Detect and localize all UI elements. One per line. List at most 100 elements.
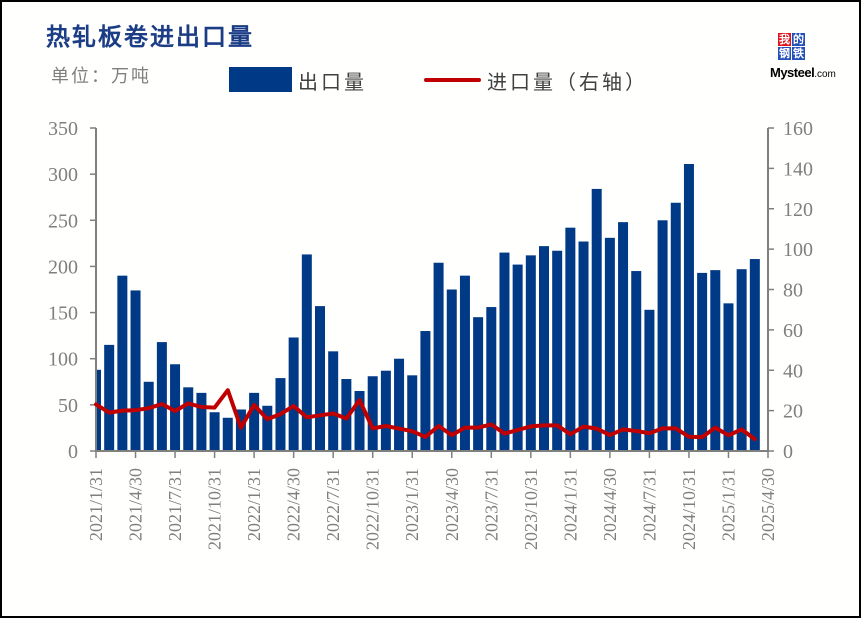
bar <box>156 342 167 451</box>
line-point <box>464 427 466 429</box>
bar <box>565 227 576 451</box>
bar <box>552 250 563 451</box>
x-tick-label: 2025/1/31 <box>718 468 738 541</box>
bar <box>288 337 299 451</box>
bar <box>380 370 391 451</box>
line-point <box>701 436 703 438</box>
left-tick-label: 50 <box>58 395 78 417</box>
logo-brand: Mysteel <box>770 65 815 80</box>
bar <box>446 289 457 451</box>
line-point <box>741 428 743 430</box>
bar <box>328 351 339 451</box>
line-point <box>332 412 334 414</box>
chart-title: 热轧板卷进出口量 <box>46 22 254 51</box>
line-point <box>517 429 519 431</box>
bar <box>433 262 444 451</box>
line-point <box>227 389 229 391</box>
legend-line-swatch <box>424 78 481 82</box>
x-tick-label: 2021/1/31 <box>86 468 106 541</box>
bar <box>473 317 484 451</box>
left-tick-label: 300 <box>48 164 78 186</box>
right-tick-label: 100 <box>783 239 813 261</box>
bar <box>539 246 549 451</box>
line-point <box>648 432 650 434</box>
bar <box>196 392 207 451</box>
right-tick-label: 140 <box>783 158 813 180</box>
left-tick-label: 100 <box>48 349 78 371</box>
line-point <box>424 436 426 438</box>
bar <box>591 188 602 451</box>
bar <box>130 290 141 451</box>
x-tick-label: 2022/7/31 <box>323 468 343 541</box>
line-point <box>187 402 189 404</box>
bar <box>104 344 115 451</box>
axes <box>90 127 774 458</box>
bar <box>209 412 220 451</box>
tick-labels: 0 50 100 150 200 250 300 350 0 20 40 60 80 100 120 140 1… <box>48 118 813 550</box>
x-tick-label: 2023/1/31 <box>402 468 422 541</box>
logo-char: 钢 <box>778 47 791 60</box>
bar <box>367 376 378 451</box>
x-tick-label: 2023/7/31 <box>481 468 501 541</box>
line-point <box>451 434 453 436</box>
right-tick-label: 60 <box>783 320 803 342</box>
line-point <box>359 399 361 401</box>
legend-line-label: 进口量（右轴） <box>487 70 648 94</box>
left-tick-label: 0 <box>68 441 78 463</box>
line-point <box>569 433 571 435</box>
bar <box>486 307 497 451</box>
bar <box>697 272 708 451</box>
bar <box>96 369 101 451</box>
line-point <box>279 413 281 415</box>
bar <box>315 306 325 451</box>
x-tick-label: 2025/4/30 <box>758 468 778 541</box>
bar <box>183 387 194 451</box>
logo-char: 铁 <box>792 47 805 60</box>
bar-series <box>96 163 760 451</box>
x-tick-label: 2021/10/31 <box>205 468 225 550</box>
right-tick-label: 160 <box>783 118 813 140</box>
line-point <box>214 407 216 409</box>
bar <box>222 417 233 451</box>
line-point <box>135 409 137 411</box>
line-point <box>161 403 163 405</box>
bar <box>407 375 418 451</box>
x-tick-label: 2022/10/31 <box>363 468 383 550</box>
bar <box>117 275 128 451</box>
line-point <box>319 414 321 416</box>
mysteel-logo: 我 的 钢 铁 Mysteel.com <box>768 33 838 83</box>
bar <box>749 259 760 451</box>
bar <box>710 270 721 451</box>
line-point <box>121 410 123 412</box>
line-point <box>583 426 585 428</box>
right-tick-label: 0 <box>783 441 793 463</box>
x-tick-label: 2023/10/31 <box>521 468 541 550</box>
line-point <box>530 425 532 427</box>
line-point <box>372 427 374 429</box>
line-point <box>108 412 110 414</box>
bar <box>459 275 470 451</box>
left-tick-label: 150 <box>48 303 78 325</box>
unit-label: 单位：万吨 <box>51 66 151 87</box>
line-point <box>240 427 242 429</box>
line-point <box>398 428 400 430</box>
bar <box>604 237 615 451</box>
line-point <box>293 405 295 407</box>
line-series <box>94 388 757 442</box>
x-tick-label: 2024/7/31 <box>639 468 659 541</box>
left-tick-label: 200 <box>48 256 78 278</box>
line-point <box>714 427 716 429</box>
line-point <box>385 425 387 427</box>
line-point <box>253 404 255 406</box>
logo-grid: 我 的 钢 铁 <box>778 33 806 61</box>
line-point <box>727 434 729 436</box>
bar <box>578 241 589 451</box>
line-point <box>503 433 505 435</box>
bar <box>341 379 352 451</box>
line-point <box>635 430 637 432</box>
line-point <box>688 436 690 438</box>
bar <box>143 381 154 451</box>
line-point <box>148 407 150 409</box>
